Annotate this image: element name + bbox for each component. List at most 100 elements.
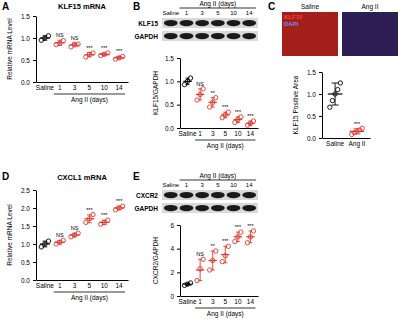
blot-row-label: GAPDH [135, 205, 159, 212]
mean-line [84, 218, 94, 219]
micrograph [342, 12, 398, 56]
y-tick-label: 0.0 [21, 79, 30, 86]
y-tick-label: 0.5 [165, 101, 174, 108]
blot-band [180, 192, 194, 198]
y-tick: 0.5 [307, 113, 322, 120]
blot-group-label: Ang II (days) [199, 172, 236, 180]
y-axis-title: KLF15 Positive Area [292, 75, 299, 134]
y-tick-label: 1.0 [307, 91, 316, 98]
x-tick: 14 [247, 130, 255, 137]
y-tick-mark [33, 38, 36, 39]
significance-label: NS [71, 35, 79, 41]
y-axis: 0.00.51.01.5 [165, 55, 181, 132]
significance-label: ** [211, 90, 216, 96]
y-tick-label: 2.5 [21, 187, 30, 194]
micrograph-label: Ang II [362, 3, 379, 11]
blot-band [180, 205, 194, 211]
x-tick: Saline [326, 140, 344, 147]
significance-label: *** [86, 207, 93, 213]
y-axis-title: CXCR2/GAPDH [152, 237, 159, 284]
x-tick-label: 3 [73, 84, 77, 91]
significance-label: NS [196, 251, 204, 257]
error-cap [236, 241, 240, 242]
x-tick: 5 [223, 130, 227, 137]
data-point [251, 119, 255, 123]
x-axis: Saline1351014 [36, 83, 129, 91]
significance-label: *** [86, 45, 93, 51]
y-tick-label: 0 [170, 293, 174, 300]
marks [39, 204, 125, 249]
data-point [46, 239, 50, 243]
x-tick: 14 [115, 282, 123, 289]
data-point [76, 42, 80, 46]
blot-lane-label: 10 [230, 10, 237, 16]
data-point [201, 257, 205, 261]
error-cap [186, 84, 190, 85]
y-tick: 4 [170, 245, 180, 252]
y-tick: 1.5 [165, 55, 180, 62]
blot-lane-label: Saline [162, 182, 179, 188]
x-tick-label: 10 [234, 130, 242, 137]
group-bracket [195, 140, 255, 141]
significance-label: *** [235, 109, 242, 115]
y-tick-mark [177, 225, 180, 226]
x-tick-label: 3 [73, 282, 77, 289]
x-tick-label: 1 [198, 130, 202, 137]
x-group-label: Ang II (days) [207, 310, 244, 318]
x-tick: Saline [36, 282, 54, 289]
x-tick-label: 1 [198, 298, 202, 305]
channel-label: DAPI [284, 21, 299, 27]
y-tick-label: 2 [170, 269, 174, 276]
x-tick-label: 14 [115, 84, 123, 91]
y-tick: 2.0 [21, 205, 36, 212]
x-tick: Saline [36, 84, 54, 91]
data-point [106, 51, 110, 55]
x-axis: Saline1351014 [179, 297, 259, 305]
blot-band [164, 33, 178, 39]
y-tick: 1.5 [21, 13, 36, 20]
data-point [211, 100, 215, 104]
y-axis-line [36, 17, 37, 83]
error-cap [186, 78, 190, 79]
group-bracket [54, 292, 125, 293]
blot-band [242, 205, 256, 211]
micrograph [282, 12, 338, 56]
blot-band [195, 205, 209, 211]
x-tick: Saline [179, 130, 197, 137]
y-tick: 0.0 [21, 277, 36, 284]
y-tick-label: 0.0 [21, 277, 30, 284]
y-tick-mark [319, 116, 322, 117]
chart-title: KLF15 mRNA [58, 2, 107, 11]
blot-row-label: GAPDH [135, 33, 159, 40]
data-point [239, 115, 243, 119]
significance-label: *** [247, 223, 254, 229]
y-axis-title: Relative mRNA Level [6, 18, 13, 80]
significance-label: *** [235, 224, 242, 230]
data-point [201, 87, 205, 91]
data-point [198, 267, 202, 271]
error-cap [211, 107, 215, 108]
data-point [195, 278, 199, 282]
data-point [330, 98, 334, 102]
mean-line [221, 254, 229, 255]
data-point [195, 98, 199, 102]
blot-lane-label: 14 [246, 182, 253, 188]
y-tick-label: 1.5 [21, 13, 30, 20]
mean-line [196, 94, 204, 95]
y-tick-label: 0.5 [307, 113, 316, 120]
data-point [248, 235, 252, 239]
blot-band [242, 192, 256, 198]
data-point [226, 244, 230, 248]
y-tick: 6 [170, 222, 180, 229]
x-tick-label: 14 [247, 298, 255, 305]
significance-label: *** [222, 104, 229, 110]
x-tick: 3 [73, 282, 77, 289]
x-tick: 14 [115, 84, 123, 91]
mean-line [183, 81, 191, 82]
mean-line [246, 236, 254, 237]
error-cap [211, 251, 215, 252]
y-tick: 0.5 [165, 101, 180, 108]
x-tick: 10 [234, 298, 242, 305]
blot-band [227, 33, 241, 39]
marks [182, 229, 255, 288]
